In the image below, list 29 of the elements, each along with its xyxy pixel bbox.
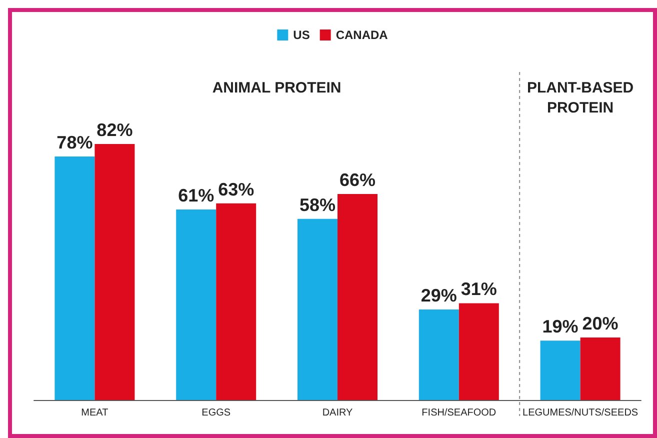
data-label: 58%: [299, 194, 336, 215]
data-label: 20%: [582, 314, 618, 334]
x-tick-label: DAIRY: [322, 408, 354, 418]
text: PLANT-BASED PROTEIN: [526, 80, 634, 116]
bar: [176, 210, 216, 400]
data-label: 63%: [218, 179, 254, 200]
data-label: 61%: [178, 186, 214, 206]
data-label: 66%: [339, 170, 376, 190]
x-tick-label: FISH/SEAFOOD: [422, 408, 496, 418]
bar: [458, 303, 499, 400]
data-label: 82%: [96, 120, 133, 140]
x-tick-label: EGGS: [202, 408, 231, 418]
bar: [54, 156, 95, 400]
bar: [580, 338, 620, 400]
data-label: 19%: [542, 316, 578, 337]
bar: [540, 340, 580, 400]
data-label: 29%: [420, 285, 457, 306]
legend-label: US: [293, 28, 310, 42]
bar: [298, 218, 338, 400]
data-label: 31%: [460, 279, 497, 300]
bar: [338, 194, 378, 400]
legend-label: CANADA: [336, 28, 388, 42]
bar: [418, 309, 459, 400]
x-tick-label: LEGUMES/NUTS/SEEDS: [522, 408, 638, 418]
text: ANIMAL PROTEIN: [212, 80, 342, 96]
bar: [94, 144, 135, 400]
bar: [216, 203, 256, 400]
x-tick-label: MEAT: [81, 408, 108, 418]
data-label: 78%: [56, 132, 93, 152]
